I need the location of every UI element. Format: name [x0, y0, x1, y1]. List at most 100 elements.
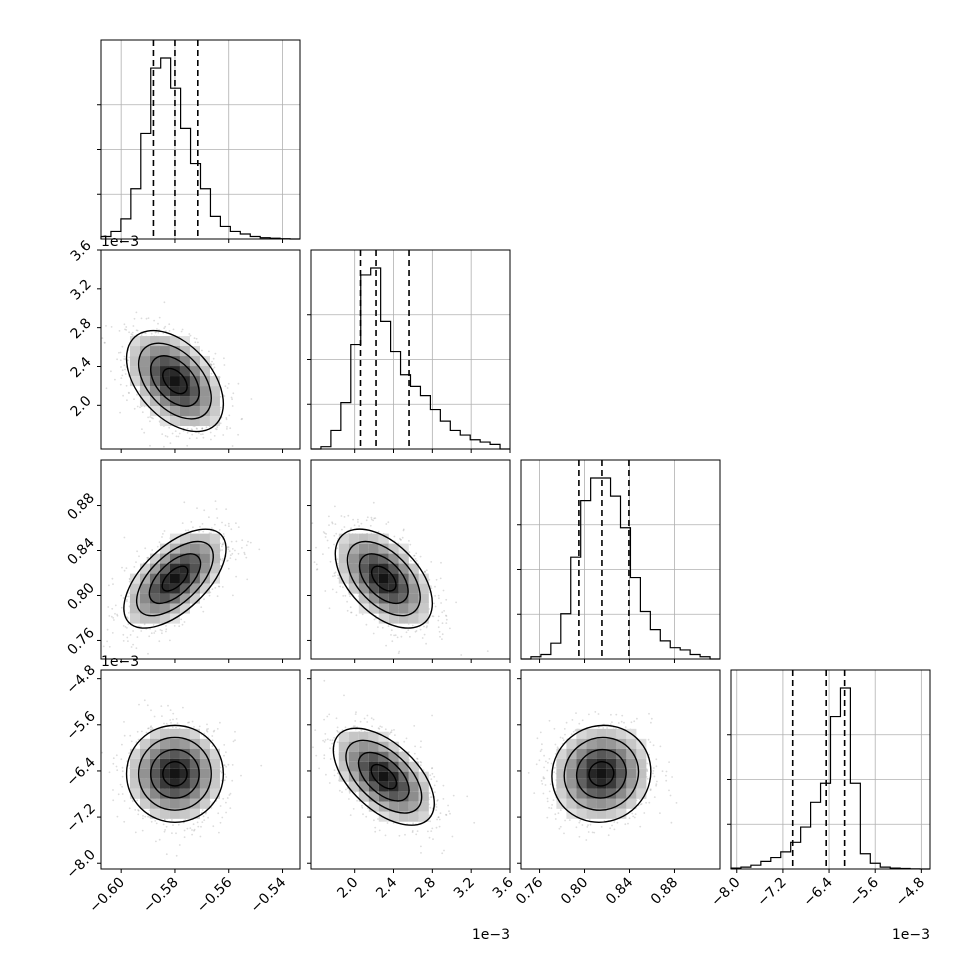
panel-bg [521, 460, 720, 659]
scatter-point [326, 539, 329, 542]
scatter-point [415, 560, 418, 562]
density-cell [139, 386, 150, 397]
scatter-point [180, 618, 183, 621]
scatter-point [486, 650, 489, 652]
density-cell [169, 386, 180, 397]
scatter-point [331, 521, 333, 524]
scatter-point [381, 626, 384, 629]
density-cell [179, 356, 190, 367]
scatter-point [221, 816, 224, 819]
pair-panel-1-0 [100, 249, 301, 450]
scatter-point [223, 744, 226, 746]
density-cell [139, 356, 150, 367]
density-cell [418, 613, 429, 624]
scatter-point [235, 540, 238, 543]
hist-panel-2 [517, 459, 721, 660]
scatter-point [355, 614, 358, 617]
scatter-point [225, 417, 228, 419]
scatter-point [121, 775, 124, 778]
scatter-point [175, 726, 177, 729]
scatter-point [178, 844, 181, 846]
scatter-point [186, 427, 189, 430]
density-cell [368, 543, 379, 554]
scatter-point [169, 709, 172, 711]
contour-line [125, 329, 225, 433]
scatter-point [229, 557, 232, 559]
scatter-point [124, 368, 126, 371]
scatter-point [437, 594, 440, 597]
scatter-point [125, 384, 128, 387]
scatter-point [387, 521, 390, 524]
scatter-point [210, 363, 213, 366]
scatter-point [230, 540, 233, 543]
scatter-point [231, 552, 234, 555]
density-cell [179, 416, 190, 427]
panel-bg [101, 40, 300, 239]
scatter-point [202, 610, 205, 613]
scatter-point [370, 518, 373, 521]
scatter-point [350, 611, 352, 614]
scatter-point [211, 360, 213, 363]
scatter-point [158, 838, 161, 841]
scatter-point [120, 594, 123, 597]
scatter-point [216, 426, 219, 429]
scatter-point [181, 328, 184, 331]
scatter-point [373, 517, 376, 520]
scatter-point [214, 352, 217, 355]
density-cell [159, 356, 170, 367]
scatter-point [114, 612, 116, 615]
scatter-point [183, 621, 186, 623]
scatter-point [445, 614, 447, 617]
scatter-point [216, 728, 219, 730]
scatter-point [173, 625, 176, 627]
scatter-point [119, 411, 121, 414]
scatter-point [143, 623, 146, 626]
scatter-point [124, 373, 127, 375]
density-cell [358, 543, 369, 554]
scatter-point [122, 640, 125, 642]
scatter-point [336, 558, 339, 560]
scatter-point [441, 638, 443, 640]
density-cell [388, 603, 399, 614]
scatter-point [107, 606, 110, 608]
density-cell [199, 376, 210, 387]
scatter-point [127, 640, 129, 642]
scatter-point [237, 552, 240, 555]
scatter-point [156, 328, 158, 330]
density-cell [169, 406, 180, 417]
scatter-point [169, 639, 171, 642]
scatter-point [421, 637, 424, 639]
scatter-point [409, 543, 412, 546]
scatter-point [142, 815, 144, 817]
scatter-point [140, 317, 143, 320]
scatter-point [147, 815, 150, 818]
scatter-point [133, 566, 136, 568]
scatter-point [110, 615, 113, 618]
density-cell [348, 553, 359, 564]
scatter-point [217, 812, 220, 815]
density-cell [139, 336, 150, 347]
scatter-point [181, 623, 184, 626]
scatter-point [168, 330, 171, 332]
scatter-point [141, 829, 144, 832]
scatter-point [198, 530, 201, 533]
scatter-point [393, 634, 395, 637]
scatter-point [160, 705, 163, 707]
density-cell [139, 593, 150, 604]
scatter-point [435, 578, 438, 581]
scatter-point [110, 370, 112, 373]
scatter-point [249, 541, 252, 544]
scatter-point [108, 645, 111, 648]
scatter-point [146, 704, 149, 707]
scatter-point [213, 523, 216, 526]
scatter-point [111, 607, 114, 610]
scatter-point [151, 549, 154, 551]
scatter-point [218, 831, 220, 834]
scatter-point [149, 444, 151, 447]
scatter-point [121, 785, 123, 788]
density-cell [159, 406, 170, 417]
scatter-point [162, 533, 164, 535]
scatter-point [223, 364, 226, 366]
scatter-point [377, 626, 379, 628]
scatter-point [400, 635, 403, 638]
